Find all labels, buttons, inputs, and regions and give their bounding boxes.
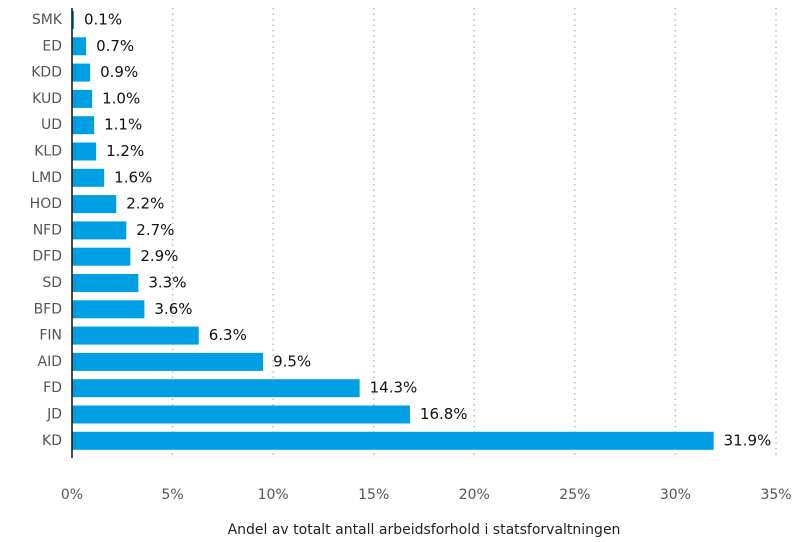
value-label: 0.7% [96, 37, 134, 55]
y-tick-label: KDD [31, 65, 62, 81]
bar [72, 274, 139, 292]
bar [72, 352, 264, 371]
y-tick-label: DFD [32, 249, 62, 265]
y-tick-label: AID [38, 354, 63, 370]
bar [72, 168, 105, 187]
y-tick-label: FIN [39, 328, 62, 344]
value-label: 14.3% [370, 379, 418, 397]
value-label: 3.6% [154, 300, 192, 318]
y-tick-label: HOD [30, 196, 62, 212]
value-label: 2.7% [136, 221, 174, 239]
bar [72, 142, 97, 161]
x-axis-label: Andel av totalt antall arbeidsforhold i … [228, 522, 621, 538]
y-tick-label: ED [42, 38, 62, 54]
y-tick-label: SD [42, 275, 62, 291]
y-tick-label: SMK [32, 12, 63, 28]
value-label: 9.5% [273, 352, 311, 370]
value-label: 31.9% [724, 431, 772, 449]
y-tick-label: KUD [32, 91, 62, 107]
x-tick-label: 35% [760, 487, 791, 503]
y-tick-label: NFD [33, 222, 62, 238]
x-tick-label: 0% [61, 487, 83, 503]
bar [72, 37, 87, 56]
bar [72, 247, 131, 266]
x-tick-label: 15% [358, 487, 389, 503]
value-label: 1.0% [102, 89, 140, 107]
value-label: 0.9% [100, 63, 138, 81]
bar [72, 379, 360, 398]
x-tick-label: 10% [258, 487, 289, 503]
bar [72, 11, 75, 29]
value-label: 2.9% [140, 247, 178, 265]
y-tick-label: FD [43, 380, 62, 396]
x-tick-label: 30% [660, 487, 691, 503]
y-tick-label: JD [46, 407, 62, 423]
bar [72, 116, 95, 135]
value-label: 1.6% [114, 168, 152, 186]
value-label: 6.3% [209, 326, 247, 344]
value-label: 3.3% [148, 274, 186, 292]
x-tick-label: 20% [459, 487, 490, 503]
value-label: 0.1% [84, 11, 122, 29]
bar [72, 195, 117, 214]
bar [72, 89, 93, 108]
y-tick-label: KLD [34, 144, 62, 160]
y-tick-label: KD [42, 433, 62, 449]
x-tick-label: 25% [559, 487, 590, 503]
x-tick-label: 5% [161, 487, 183, 503]
value-label: 1.1% [104, 116, 142, 134]
bar [72, 326, 199, 345]
y-tick-label: BFD [34, 301, 62, 317]
value-label: 16.8% [420, 405, 468, 423]
value-label: 1.2% [106, 142, 144, 160]
bar [72, 300, 145, 319]
bar [72, 405, 410, 424]
bar [72, 221, 127, 240]
y-tick-label: LMD [31, 170, 62, 186]
bar [72, 63, 91, 82]
value-label: 2.2% [126, 195, 164, 213]
y-tick-label: UD [41, 117, 62, 133]
bar [72, 431, 714, 450]
